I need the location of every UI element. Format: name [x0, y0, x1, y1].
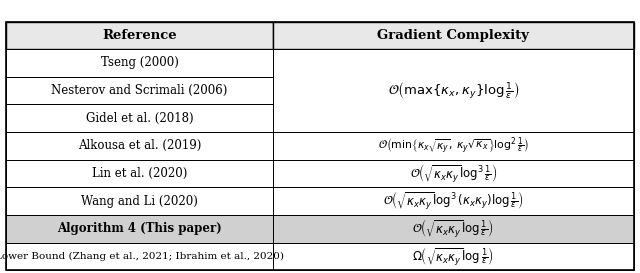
- Bar: [273, 215, 634, 243]
- Text: Algorithm 4 (This paper): Algorithm 4 (This paper): [58, 222, 222, 235]
- Text: Lower Bound (Zhang et al., 2021; Ibrahim et al., 2020): Lower Bound (Zhang et al., 2021; Ibrahim…: [0, 252, 284, 261]
- Text: Gradient Complexity: Gradient Complexity: [378, 29, 529, 42]
- Text: $\Omega\left(\sqrt{\kappa_x \kappa_y} \log \frac{1}{\epsilon}\right)$: $\Omega\left(\sqrt{\kappa_x \kappa_y} \l…: [412, 245, 494, 268]
- Bar: [6, 22, 273, 49]
- Bar: [6, 215, 273, 243]
- Text: $\mathcal{O}\left(\min\left\{\kappa_x \sqrt{\kappa_y},\, \kappa_y \sqrt{\kappa_x: $\mathcal{O}\left(\min\left\{\kappa_x \s…: [378, 135, 529, 157]
- Bar: [6, 104, 273, 132]
- Bar: [6, 132, 273, 159]
- Bar: [273, 22, 634, 49]
- Bar: [6, 76, 273, 104]
- Bar: [6, 159, 273, 187]
- Text: $\mathcal{O}\left(\sqrt{\kappa_x \kappa_y} \log^3(\kappa_x \kappa_y) \log \frac{: $\mathcal{O}\left(\sqrt{\kappa_x \kappa_…: [383, 190, 524, 212]
- Text: Tseng (2000): Tseng (2000): [100, 56, 179, 69]
- Text: $\mathcal{O}\left(\max\{\kappa_x, \kappa_y\} \log \frac{1}{\epsilon}\right)$: $\mathcal{O}\left(\max\{\kappa_x, \kappa…: [388, 80, 519, 101]
- Bar: [273, 159, 634, 187]
- Bar: [273, 187, 634, 215]
- Text: Lin et al. (2020): Lin et al. (2020): [92, 167, 188, 180]
- Text: Alkousa et al. (2019): Alkousa et al. (2019): [78, 139, 202, 152]
- Text: Nesterov and Scrimali (2006): Nesterov and Scrimali (2006): [51, 84, 228, 97]
- Bar: [6, 187, 273, 215]
- Bar: [273, 132, 634, 159]
- Bar: [6, 49, 273, 76]
- Text: Gidel et al. (2018): Gidel et al. (2018): [86, 112, 193, 124]
- Text: Wang and Li (2020): Wang and Li (2020): [81, 195, 198, 207]
- Bar: [273, 243, 634, 270]
- Bar: [6, 243, 273, 270]
- Text: Reference: Reference: [102, 29, 177, 42]
- Bar: [273, 49, 634, 132]
- Text: $\mathcal{O}\left(\sqrt{\kappa_x \kappa_y} \log^3 \frac{1}{\epsilon}\right)$: $\mathcal{O}\left(\sqrt{\kappa_x \kappa_…: [410, 162, 497, 185]
- Text: $\mathcal{O}\left(\sqrt{\kappa_x \kappa_y} \log \frac{1}{\epsilon}\right)$: $\mathcal{O}\left(\sqrt{\kappa_x \kappa_…: [412, 218, 494, 240]
